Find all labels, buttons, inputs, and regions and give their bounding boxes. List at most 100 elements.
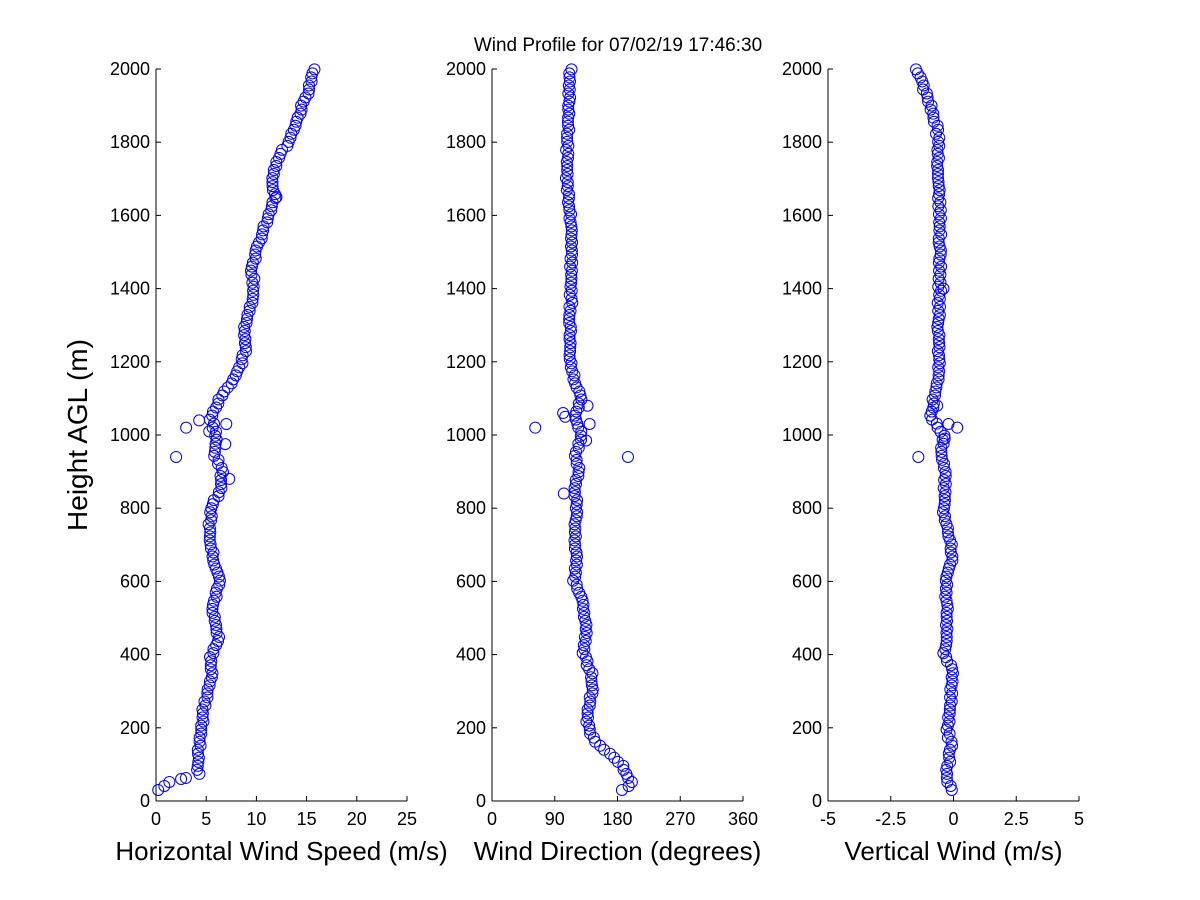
data-point — [608, 751, 621, 764]
data-point — [572, 437, 585, 450]
data-point — [565, 244, 578, 257]
data-point — [564, 361, 577, 374]
y-tick-label: 800 — [120, 498, 150, 518]
data-point — [563, 71, 576, 84]
data-point — [935, 449, 948, 462]
data-point — [941, 526, 954, 539]
data-point — [933, 353, 946, 366]
data-point — [565, 272, 578, 285]
data-point — [571, 582, 584, 595]
data-point — [944, 779, 957, 792]
data-point — [152, 784, 165, 797]
data-point — [565, 220, 578, 233]
data-point — [564, 337, 577, 350]
data-point — [570, 478, 583, 491]
height-axis-label: Height AGL (m) — [62, 339, 93, 531]
data-point — [937, 437, 950, 450]
data-point — [207, 546, 220, 559]
data-point — [565, 228, 578, 241]
data-point — [937, 461, 950, 474]
data-point — [236, 357, 249, 370]
data-point — [583, 719, 596, 732]
data-point — [291, 111, 304, 124]
data-point — [212, 486, 225, 499]
data-point — [210, 590, 223, 603]
data-point — [564, 280, 577, 293]
data-point — [944, 546, 957, 559]
data-point-outlier — [170, 450, 183, 463]
data-point — [238, 329, 251, 342]
data-point — [938, 498, 951, 511]
data-point — [931, 172, 944, 185]
data-point — [233, 361, 246, 374]
data-point — [570, 445, 583, 458]
data-point — [266, 176, 279, 189]
data-point — [943, 707, 956, 720]
data-point — [205, 671, 218, 684]
data-point — [563, 317, 576, 330]
data-point — [206, 409, 219, 422]
data-point — [571, 550, 584, 563]
data-point — [563, 75, 576, 88]
data-point — [203, 530, 216, 543]
data-point — [303, 83, 316, 96]
data-point — [931, 159, 944, 172]
data-point — [192, 751, 205, 764]
data-point — [924, 103, 937, 116]
data-point — [257, 220, 270, 233]
data-point — [561, 135, 574, 148]
data-point — [580, 659, 593, 672]
x-tick-label: 0 — [948, 809, 958, 829]
data-point — [604, 747, 617, 760]
y-tick-label: 1000 — [446, 425, 486, 445]
x-tick-label: 10 — [246, 809, 266, 829]
data-point — [563, 312, 576, 325]
y-tick-label: 0 — [140, 791, 150, 811]
data-point — [580, 627, 593, 640]
data-point-outlier — [951, 421, 964, 434]
data-point — [940, 771, 953, 784]
data-point — [266, 180, 279, 193]
data-point — [584, 727, 597, 740]
data-point — [939, 469, 952, 482]
data-point — [261, 216, 274, 229]
data-point — [581, 711, 594, 724]
x-tick-label: 5 — [1074, 809, 1084, 829]
data-point — [562, 139, 575, 152]
data-point — [927, 111, 940, 124]
data-point — [578, 643, 591, 656]
data-point — [929, 385, 942, 398]
data-point — [564, 325, 577, 338]
data-point — [935, 445, 948, 458]
data-point — [925, 99, 938, 112]
data-point — [212, 635, 225, 648]
y-tick-label: 2000 — [782, 59, 822, 79]
data-point — [196, 703, 209, 716]
data-point — [240, 317, 253, 330]
data-point — [933, 184, 946, 197]
data-point — [611, 755, 624, 768]
data-point — [203, 534, 216, 547]
data-point — [561, 164, 574, 177]
data-point — [249, 252, 262, 265]
data-point — [210, 425, 223, 438]
data-point — [571, 494, 584, 507]
data-point — [573, 461, 586, 474]
data-point-outlier — [180, 421, 193, 434]
data-point — [562, 196, 575, 209]
x-tick-label: 0 — [151, 809, 161, 829]
data-point — [212, 457, 225, 470]
y-tick-label: 400 — [120, 645, 150, 665]
x-tick-label: 180 — [602, 809, 632, 829]
data-point — [598, 743, 611, 756]
data-point — [561, 168, 574, 181]
data-point-outlier — [219, 438, 232, 451]
data-point — [570, 558, 583, 571]
data-point — [566, 248, 579, 261]
data-point — [932, 164, 945, 177]
data-point — [196, 707, 209, 720]
data-point — [269, 192, 282, 205]
data-point — [209, 429, 222, 442]
data-point — [577, 610, 590, 623]
data-point — [565, 63, 578, 76]
